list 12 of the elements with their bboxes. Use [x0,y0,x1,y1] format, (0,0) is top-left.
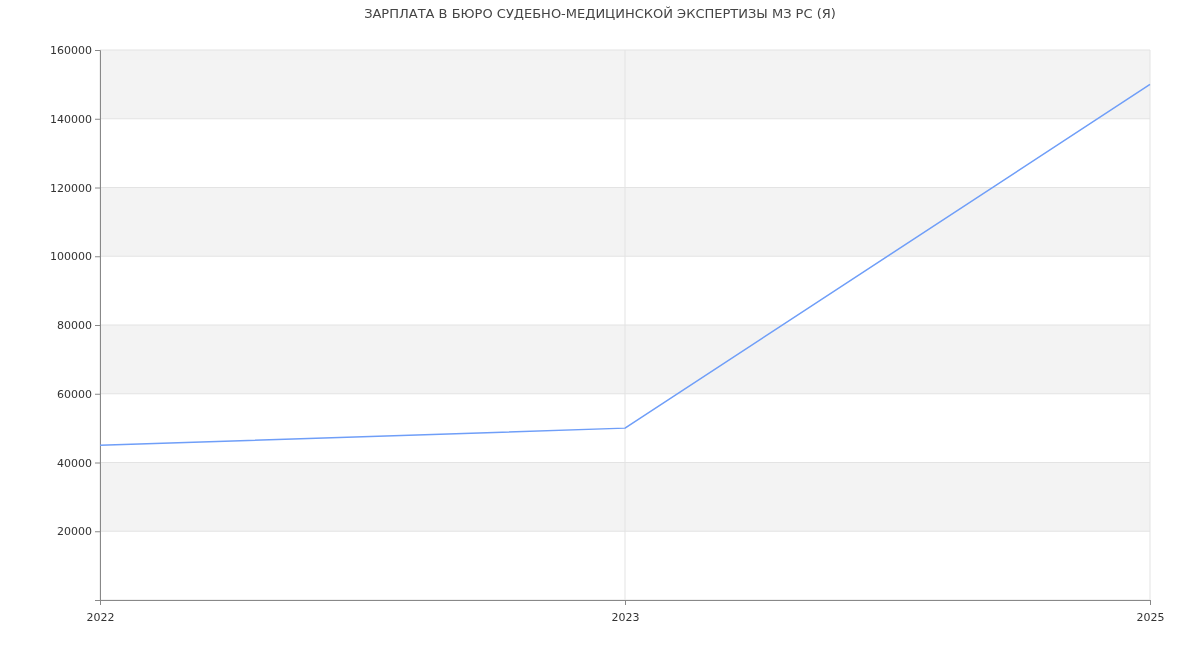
chart-title: ЗАРПЛАТА В БЮРО СУДЕБНО-МЕДИЦИНСКОЙ ЭКСПЕРТИЗЫ МЗ РС (Я) [364,6,836,21]
y-tick-label: 120000 [50,181,92,195]
y-tick-label: 160000 [50,44,92,58]
y-tick-label: 40000 [57,456,92,470]
x-tick-label: 2025 [1136,611,1165,625]
y-tick-label: 20000 [57,525,92,539]
y-tick-label: 80000 [57,319,92,333]
y-tick-label: 100000 [50,250,92,264]
x-tick-label: 2022 [86,611,115,625]
y-tick-label: 140000 [50,112,92,126]
x-tick-label: 2023 [611,611,640,625]
y-tick-label: 60000 [57,387,92,401]
